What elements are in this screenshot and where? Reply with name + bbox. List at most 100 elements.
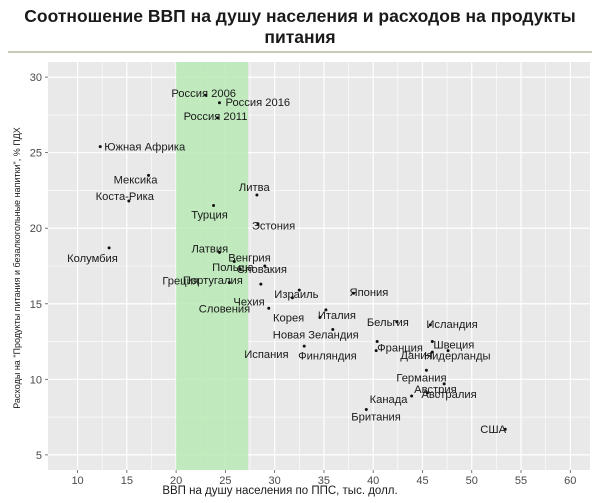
data-point [217,250,221,254]
x-tick-label: 10 [71,475,83,487]
data-point [324,308,328,312]
data-point [98,145,102,149]
data-points [98,93,507,431]
data-point [227,281,231,285]
point-label: Россия 2006 [171,88,236,100]
point-label: Колумбия [67,253,118,265]
page-title: Соотношение ВВП на душу населения и расх… [0,6,600,48]
data-point [503,427,507,431]
x-tick-label: 20 [170,475,182,487]
y-tick-label: 30 [30,72,42,84]
point-label: Канада [370,394,409,406]
data-point [107,246,111,250]
x-tick-label: 55 [515,475,527,487]
title-band: Соотношение ВВП на душу населения и расх… [0,0,600,53]
data-point [267,306,271,310]
x-tick-label: 35 [318,475,330,487]
page-title-line-2: питания [264,27,336,47]
point-label: Австралия [421,389,476,401]
highlight-band [176,62,249,470]
data-point [351,291,355,295]
x-tick-label: 30 [269,475,281,487]
axis-ticks: 10 15 20 25 30 35 40 45 50 55 60 5 10 15 20 25 30 [30,72,577,487]
x-tick-label: 45 [416,475,428,487]
data-point [290,296,294,300]
page-title-line-1: Соотношение ВВП на душу населения и расх… [24,6,576,26]
point-label: Португалия [183,275,243,287]
x-axis-label: ВВП на душу населения по ППС, тыс. долл. [162,485,397,497]
data-point [375,340,379,344]
x-tick-label: 50 [466,475,478,487]
x-tick-label: 15 [121,475,133,487]
x-tick-label: 60 [564,475,576,487]
point-label: Новая Зеландия [273,329,359,341]
y-tick-label: 10 [30,374,42,386]
data-point [374,349,378,353]
data-point [232,259,236,263]
data-point [147,173,151,177]
point-label: США [480,424,506,436]
data-point [364,408,368,412]
point-label: Чехия [233,297,264,309]
point-label: Коста-Рика [96,191,155,203]
point-label: Литва [239,182,271,194]
point-label: Швеция [433,340,474,352]
point-label: Словакия [237,264,287,276]
x-tick-label: 40 [367,475,379,487]
point-label: Бельгия [367,317,409,329]
title-divider [8,51,592,53]
data-point [217,101,221,105]
data-point [428,323,432,327]
data-point [297,288,301,292]
point-label: Эстония [252,221,295,233]
point-label: Дания [400,350,432,362]
data-point [318,315,322,319]
y-tick-label: 5 [36,450,42,462]
point-label: Австрия [414,384,457,396]
point-label: Франция [377,343,423,355]
point-label: Венгрия [228,252,270,264]
y-axis-label: Расходы на "Продукты питания и безалкого… [12,127,22,409]
data-point [215,116,219,120]
point-label: Россия 2016 [225,97,290,109]
point-label: Британия [351,412,401,424]
point-label: Исландия [426,319,477,331]
point-label: Израиль [274,289,318,301]
data-point [302,344,306,348]
data-point [425,391,429,395]
data-point [442,382,446,386]
point-label: Греция [162,276,199,288]
point-label: Словения [199,303,250,315]
data-point [331,327,335,331]
point-label: Испания [244,349,288,361]
point-label: Германия [396,372,446,384]
data-point [424,368,428,372]
point-label: Япония [349,287,388,299]
point-label: Турция [191,210,228,222]
data-point [446,349,450,353]
point-label: Мексика [114,174,159,186]
scatter-chart: 10 15 20 25 30 35 40 45 50 55 60 5 10 15 20 25 30 Россия… [12,62,590,497]
data-point [259,282,263,286]
highlight-band-layer [176,62,249,470]
point-label: Россия 2011 [184,111,248,123]
chart-frame: 10 15 20 25 30 35 40 45 50 55 60 5 10 15 20 25 30 Россия… [0,56,600,498]
data-point [410,394,414,398]
data-point [395,320,399,324]
point-label: Южная Африка [104,142,186,154]
x-tick-label: 25 [219,475,231,487]
point-label: Финляндия [298,351,357,363]
data-point [212,204,216,208]
point-label: Италия [318,310,356,322]
point-label: Нидерланды [424,351,490,363]
data-point [430,340,434,344]
data-point [263,264,267,268]
y-tick-label: 25 [30,148,42,160]
y-tick-label: 15 [30,299,42,311]
data-point [255,193,259,197]
data-point [238,267,242,271]
data-point [256,222,260,226]
point-label: Корея [273,312,304,324]
point-label: Польша [212,262,254,274]
